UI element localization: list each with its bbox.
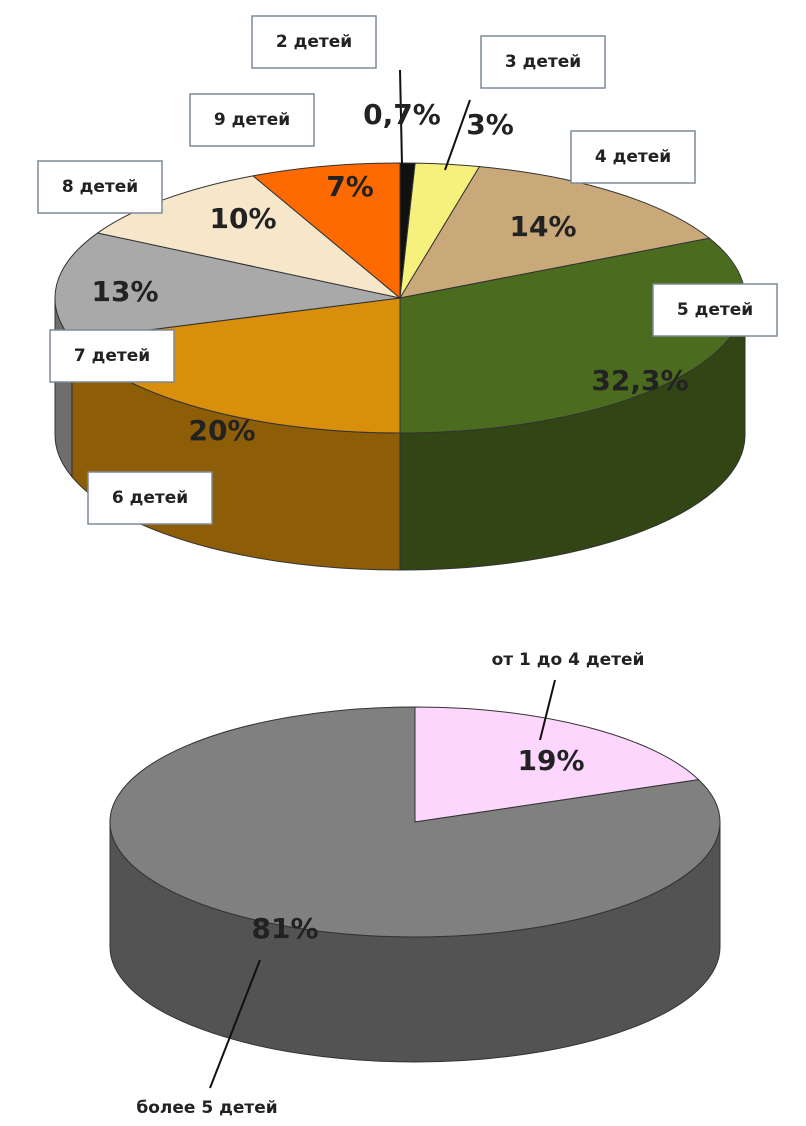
- value-label: 32,3%: [591, 364, 688, 397]
- value-label: 10%: [209, 202, 276, 235]
- value-label: 20%: [188, 414, 255, 447]
- value-label: 13%: [91, 275, 158, 308]
- callout-box: [480, 35, 606, 89]
- callout-box: [87, 471, 213, 525]
- category-label: 7 детей: [74, 346, 150, 366]
- slice: [414, 706, 700, 823]
- callout-box: [49, 329, 175, 383]
- category-label: 3 детей: [505, 52, 581, 72]
- value-label: 7%: [326, 170, 374, 203]
- slice: [398, 166, 711, 299]
- category-label: 6 детей: [112, 488, 188, 508]
- leader-line: [444, 99, 471, 171]
- category-label: 5 детей: [677, 300, 753, 320]
- leader-line: [399, 69, 403, 166]
- slice: [251, 162, 401, 300]
- leader-line: [209, 959, 261, 1089]
- category-label: 2 детей: [276, 32, 352, 52]
- slice: [109, 706, 721, 938]
- value-label: 19%: [517, 744, 584, 777]
- callout-box: [251, 15, 377, 69]
- value-label: 14%: [509, 210, 576, 243]
- category-label: от 1 до 4 детей: [492, 650, 645, 670]
- leader-line: [539, 679, 556, 741]
- callout-box: [189, 93, 315, 147]
- callout-box: [570, 130, 696, 184]
- value-label: 0,7%: [363, 98, 441, 131]
- category-label: 4 детей: [595, 147, 671, 167]
- value-label: 3%: [466, 108, 514, 141]
- callout-box: [37, 160, 163, 214]
- slice: [96, 175, 401, 299]
- callout-box: [652, 283, 778, 337]
- category-label: более 5 детей: [136, 1098, 277, 1118]
- category-label: 8 детей: [62, 177, 138, 197]
- value-label: 81%: [251, 912, 318, 945]
- category-label: 9 детей: [214, 110, 290, 130]
